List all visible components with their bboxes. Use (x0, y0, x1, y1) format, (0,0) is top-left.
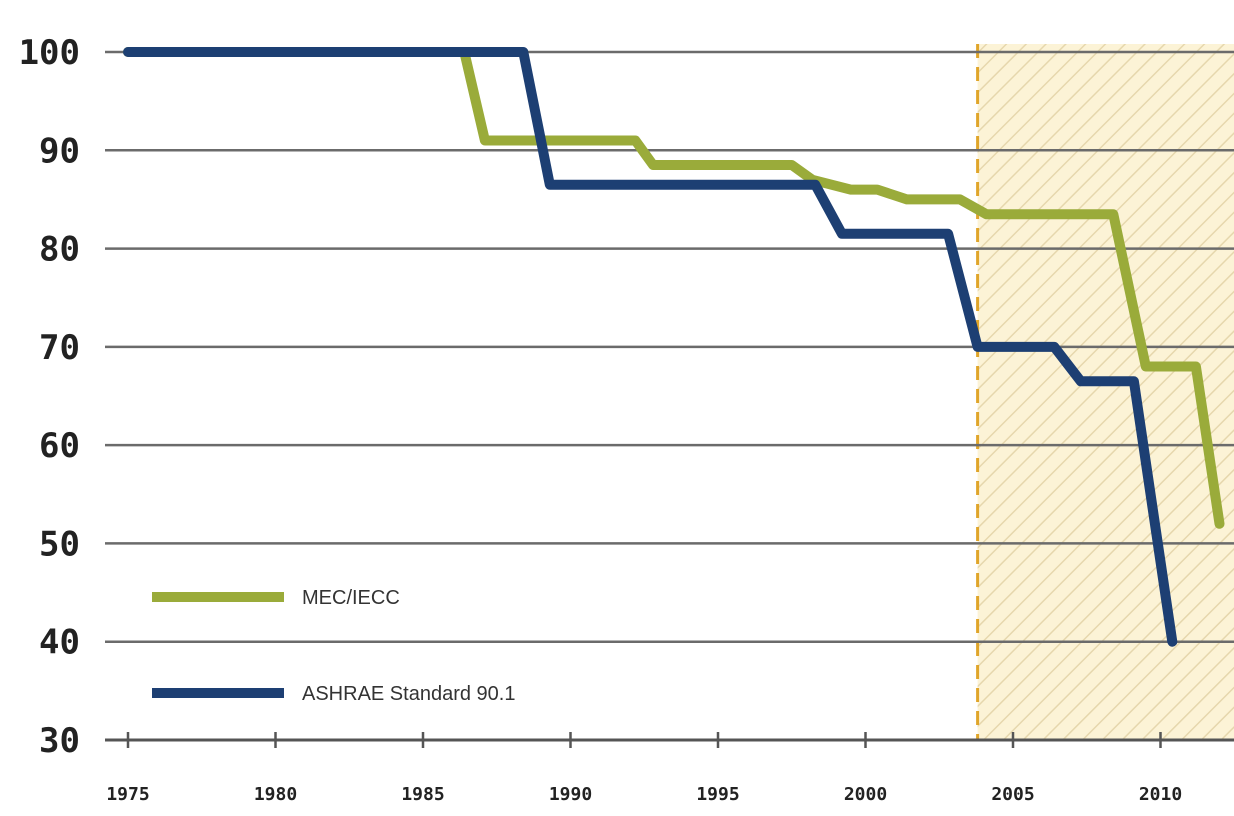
y-tick-label-70: 70 (39, 328, 80, 368)
x-tick-label-1990: 1990 (549, 784, 592, 805)
shaded-region (976, 44, 1234, 740)
legend: MEC/IECC ASHRAE Standard 90.1 (152, 587, 515, 705)
x-tick-label-1995: 1995 (696, 784, 739, 805)
x-tick-label-1975: 1975 (106, 784, 149, 805)
x-tick-label-2000: 2000 (844, 784, 887, 805)
y-tick-label-30: 30 (39, 721, 80, 761)
series-line-ashrae-90-1 (123, 47, 1178, 647)
y-tick-label-100: 100 (19, 33, 80, 73)
x-tick-labels: 1975 1980 1985 1990 1995 2000 2005 2010 (106, 784, 1182, 805)
y-tick-label-60: 60 (39, 426, 80, 466)
series-lines (123, 47, 1225, 647)
legend-label-mec-iecc: MEC/IECC (302, 587, 400, 609)
x-tick-label-1985: 1985 (401, 784, 444, 805)
shaded-region-fill (977, 44, 1234, 740)
y-tick-label-90: 90 (39, 131, 80, 171)
y-tick-label-40: 40 (39, 623, 80, 663)
y-tick-label-50: 50 (39, 524, 80, 564)
x-tick-label-1980: 1980 (254, 784, 297, 805)
series-line-mec-iecc (123, 47, 1225, 529)
legend-label-ashrae: ASHRAE Standard 90.1 (302, 683, 515, 705)
x-tick-label-2005: 2005 (991, 784, 1034, 805)
y-tick-label-80: 80 (39, 230, 80, 270)
x-axis (105, 732, 1234, 748)
x-tick-label-2010: 2010 (1139, 784, 1182, 805)
y-tick-labels: 30 40 50 60 70 80 90 100 (19, 33, 80, 761)
